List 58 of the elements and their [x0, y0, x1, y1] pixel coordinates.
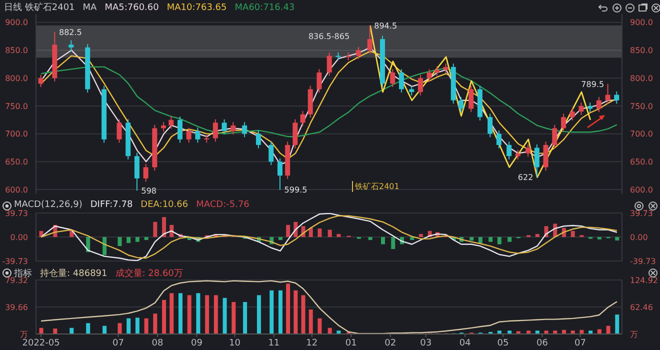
x-tick-label: 11 [268, 338, 280, 348]
y2-tick-label: 850.0 [630, 46, 653, 56]
annotation: 599.5 [284, 186, 308, 195]
annotation: 铁矿石2401 [352, 181, 400, 192]
y-tick-label: 万 [20, 330, 28, 339]
y-tick-label: 750.0 [5, 102, 28, 111]
y2-tick-label: 万 [630, 330, 638, 339]
annotation: 598 [141, 186, 157, 196]
text: DIFF:7.78 [90, 200, 133, 210]
x-tick-label: 08 [152, 338, 164, 348]
y2-tick-label: 39.73 [630, 208, 653, 218]
legend-title: MA [82, 2, 97, 12]
y2-tick-label: 600.0 [630, 185, 653, 194]
annotation: 894.5 [374, 21, 398, 30]
y-tick-label: 700.0 [5, 130, 28, 139]
x-tick-label: 04 [459, 338, 472, 348]
x-tick-label: 06 [536, 338, 548, 348]
x-tick-label: 10 [228, 338, 241, 348]
y-tick-label: 650.0 [5, 158, 28, 167]
band-label: 836.5-865 [308, 32, 350, 42]
y2-tick-label: 700.0 [630, 130, 653, 139]
y2-tick-label: 0.00 [630, 232, 648, 242]
chart-title: MACD(12,26,9) [14, 200, 82, 210]
y-tick-label: 0.00 [10, 232, 28, 242]
x-tick-label: 12 [306, 338, 318, 348]
y2-tick-label: 750.0 [630, 102, 653, 111]
y-tick-label: 850.0 [5, 46, 28, 56]
y-tick-label: 600.0 [5, 185, 28, 194]
y2-tick-label: 650.0 [630, 158, 653, 167]
x-tick-label: 01 [345, 338, 357, 348]
annotation: 882.5 [58, 28, 82, 37]
y-tick-label: 39.66 [5, 302, 28, 312]
y2-tick-label: -39.73 [630, 256, 656, 266]
y-tick-label: -39.73 [2, 256, 28, 266]
annotation: 622 [518, 173, 534, 182]
text: DEA:10.66 [140, 200, 188, 210]
y2-tick-label: 800.0 [630, 74, 653, 83]
x-tick-label: 07 [574, 338, 586, 348]
y-tick-label: 39.73 [5, 208, 28, 218]
text: 持仓量: 486891 [40, 268, 108, 280]
chart-title: 日线 铁矿石2401 [4, 2, 75, 14]
text: MA5:760.60 [104, 2, 159, 12]
y2-tick-label: 62.46 [630, 302, 653, 312]
x-tick-label: 03 [420, 338, 432, 348]
y-tick-label: 900.0 [5, 18, 28, 28]
series-label: 成交量: 28.60万 [115, 268, 183, 280]
x-tick-label: 07 [112, 338, 124, 348]
text: MA10:763.65 [166, 2, 227, 12]
y2-tick-label: 900.0 [630, 18, 653, 28]
y2-tick-label: 124.92 [630, 276, 658, 285]
x-tick-label: 2022-05 [22, 338, 60, 348]
text: MA60:716.43 [234, 2, 295, 12]
x-tick-label: 02 [384, 338, 396, 348]
y-tick-label: 800.0 [5, 74, 28, 83]
x-tick-label: 09 [191, 338, 203, 348]
annotation: 789.5 [581, 80, 604, 89]
text: MACD:-5.76 [196, 200, 250, 210]
x-tick-label: 05 [497, 338, 509, 348]
